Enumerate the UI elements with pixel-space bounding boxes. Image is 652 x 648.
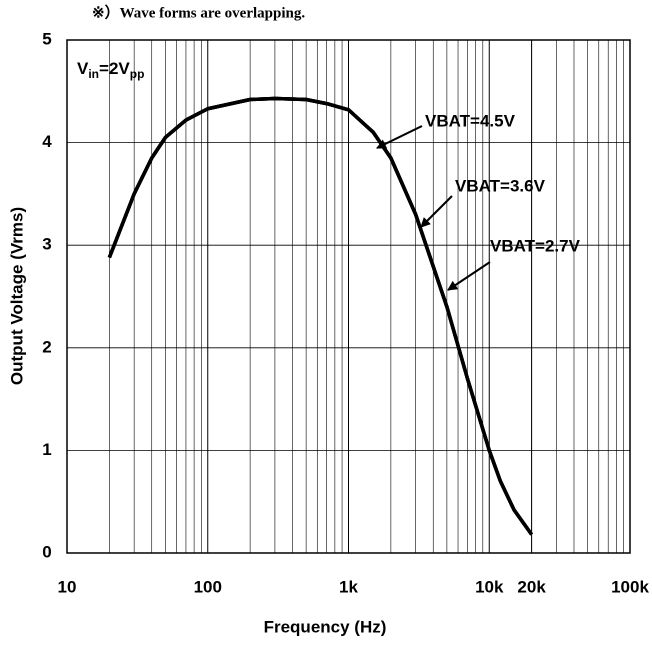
vin-label: Vin=2Vpp (77, 59, 144, 81)
series-line (107, 96, 534, 536)
note: ※）Wave forms are overlapping. (92, 3, 305, 21)
vin-part: =2V (99, 59, 130, 78)
y-tick-label: 2 (42, 337, 51, 356)
vin-part: pp (130, 67, 145, 81)
legend-arrow (376, 125, 423, 149)
legend-arrow (420, 195, 453, 228)
y-axis-label: Output Voltage (Vrms) (7, 207, 26, 385)
y-tick-label: 4 (42, 132, 52, 151)
x-tick-label: 100k (611, 577, 649, 596)
vin-part: V (77, 59, 89, 78)
y-tick-label: 3 (42, 235, 51, 254)
x-tick-label: 20k (517, 577, 546, 596)
series-line (107, 96, 534, 536)
series-line (107, 96, 534, 536)
y-tick-label: 0 (42, 542, 51, 561)
x-tick-label: 100 (194, 577, 222, 596)
plot-frame (66, 39, 631, 554)
y-tick-label: 1 (42, 440, 51, 459)
x-axis-label: Frequency (Hz) (264, 617, 387, 636)
legend-arrow (447, 261, 491, 291)
y-tick-label: 5 (42, 29, 51, 48)
x-tick-label: 10 (58, 577, 77, 596)
x-tick-label: 1k (339, 577, 358, 596)
vin-part: in (88, 67, 99, 81)
legend-label: VBAT=3.6V (455, 176, 546, 195)
legend-label: VBAT=2.7V (490, 236, 581, 255)
legend-label: VBAT=4.5V (425, 111, 516, 130)
x-tick-label: 10k (475, 577, 504, 596)
